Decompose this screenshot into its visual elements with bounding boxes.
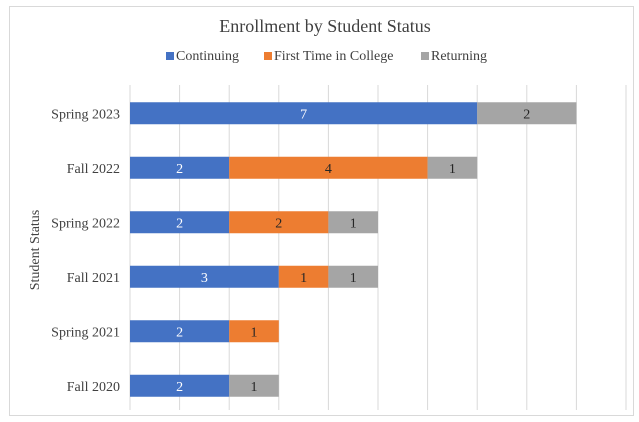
legend-swatch — [166, 52, 174, 60]
data-label: 1 — [300, 271, 307, 286]
bar-segment — [130, 374, 230, 397]
bar-segment — [229, 156, 428, 179]
data-label: 7 — [300, 107, 307, 122]
data-label: 1 — [251, 380, 258, 395]
bar-segment — [229, 211, 329, 234]
y-axis-title: Student Status — [28, 210, 43, 291]
data-label: 2 — [275, 216, 282, 231]
chart-title: Enrollment by Student Status — [219, 16, 431, 36]
bar-segment — [328, 211, 378, 234]
bar-series: 7 2 2 4 1 2 2 1 3 1 1 2 1 2 1 — [130, 102, 577, 397]
bar-segment — [477, 102, 577, 125]
legend-label: First Time in College — [274, 49, 393, 64]
category-label: Spring 2023 — [51, 107, 120, 122]
data-label: 2 — [176, 216, 183, 231]
data-label: 1 — [350, 271, 357, 286]
data-label: 1 — [350, 216, 357, 231]
bar-segment — [427, 156, 478, 179]
data-label: 2 — [176, 162, 183, 177]
legend-label: Returning — [431, 49, 487, 64]
gridlines — [129, 85, 627, 410]
chart-frame — [9, 6, 634, 416]
legend-swatch — [421, 52, 429, 60]
data-label: 3 — [201, 271, 208, 286]
category-label: Spring 2022 — [51, 216, 120, 231]
legend-swatch — [264, 52, 272, 60]
legend-label: Continuing — [176, 49, 239, 64]
category-label: Fall 2020 — [67, 380, 120, 395]
category-label: Fall 2021 — [67, 271, 120, 286]
category-labels: Spring 2023 Fall 2022 Spring 2022 Fall 2021… — [51, 107, 120, 395]
data-label: 1 — [251, 325, 258, 340]
data-label: 2 — [176, 380, 183, 395]
data-label: 2 — [523, 107, 530, 122]
bar-segment — [130, 102, 478, 125]
bar-segment — [130, 211, 230, 234]
bar-segment — [130, 265, 279, 288]
category-label: Fall 2022 — [67, 162, 120, 177]
data-label: 2 — [176, 325, 183, 340]
data-label: 1 — [449, 162, 456, 177]
bar-segment — [278, 265, 329, 288]
bar-segment — [130, 320, 230, 343]
bar-segment — [229, 320, 279, 343]
category-label: Spring 2021 — [51, 325, 120, 340]
data-label: 4 — [325, 162, 332, 177]
bar-segment — [328, 265, 378, 288]
bar-segment — [130, 156, 230, 179]
bar-segment — [229, 374, 279, 397]
chart-legend: Continuing First Time in College Returning — [166, 49, 487, 64]
